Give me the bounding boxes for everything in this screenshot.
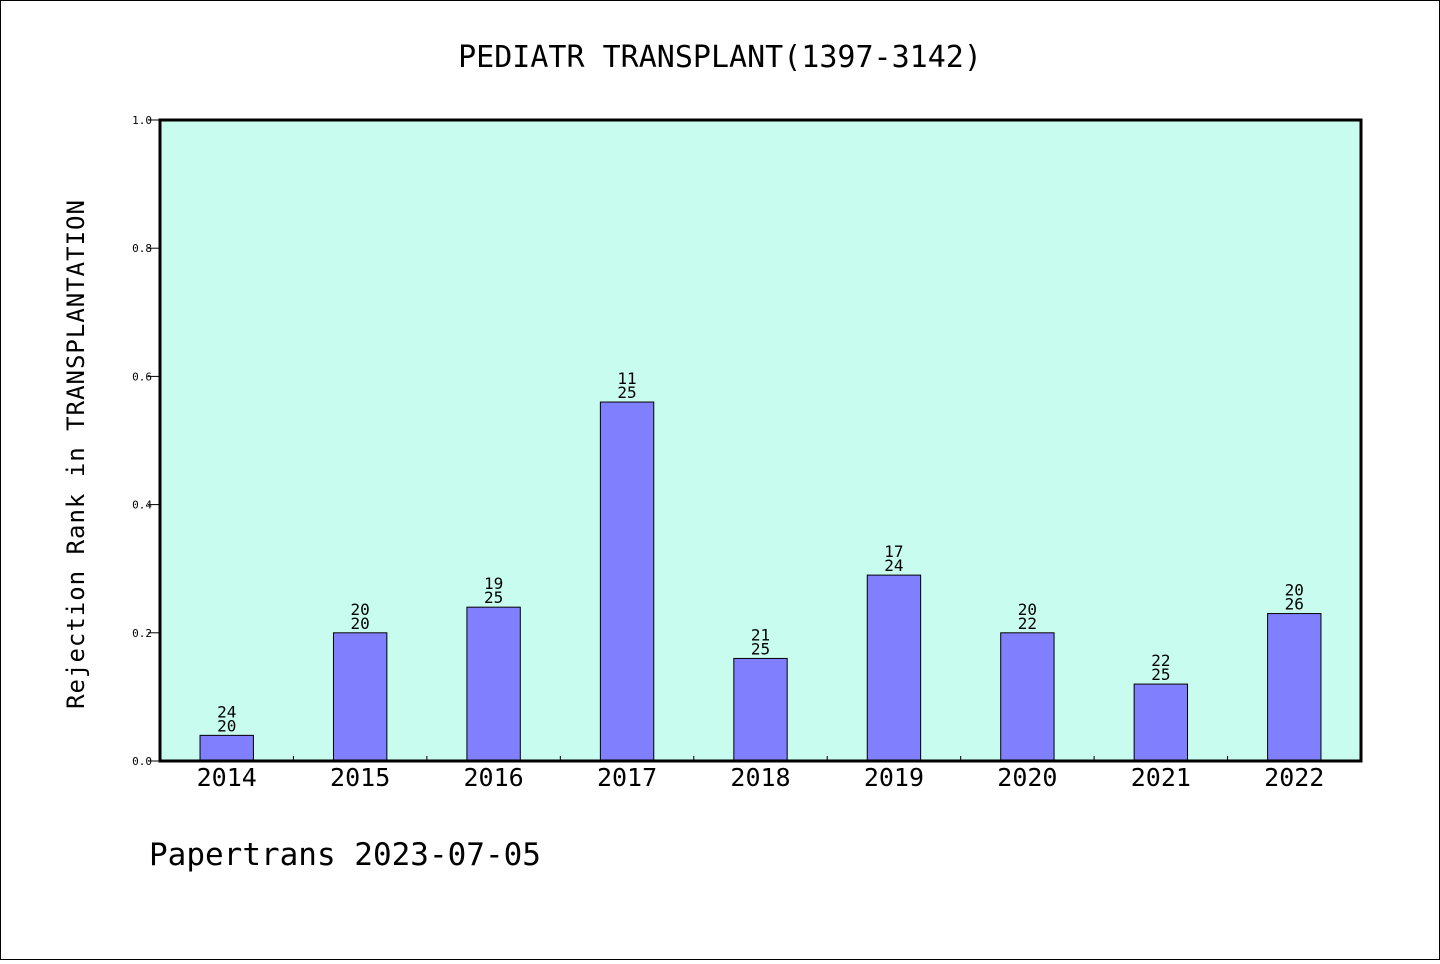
bar-2019 (866, 574, 922, 762)
bar-2018 (733, 657, 788, 762)
bar-label-bottom-2020: 22 (1018, 614, 1037, 633)
x-tick-label-2020: 2020 (997, 763, 1057, 792)
bar-2015 (332, 632, 388, 762)
y-axis-ticks: 0.0 0.2 0.4 0.6 0.8 1.0 (132, 114, 160, 768)
bar-label-bottom-2019: 24 (884, 556, 903, 575)
plot-frame (158, 118, 1363, 763)
bar-label-top-2022: 20 (1285, 581, 1304, 600)
bar-label-top-2015: 20 (351, 600, 370, 619)
bar-label-top-2020: 20 (1018, 600, 1037, 619)
x-axis-ticks: 2014 2015 2016 2017 2018 2019 2020 2021 2022 (197, 756, 1324, 792)
bar-label-top-2021: 22 (1151, 651, 1170, 670)
x-tick-label-2022: 2022 (1264, 763, 1324, 792)
y-tick-label: 0.2 (132, 627, 152, 640)
bar-2020 (1000, 632, 1055, 762)
y-tick-label: 0.8 (132, 242, 152, 255)
x-tick-label-2021: 2021 (1131, 763, 1191, 792)
bar-label-bottom-2017: 25 (617, 383, 636, 402)
y-tick-label: 0.0 (132, 755, 152, 768)
bar-2017 (599, 401, 655, 762)
y-tick-label: 0.4 (132, 499, 152, 512)
bar-label-top-2019: 17 (884, 542, 903, 561)
bar-label-bottom-2018: 25 (751, 639, 770, 658)
bar-label-bottom-2016: 25 (484, 588, 503, 607)
bar-label-bottom-2022: 26 (1285, 595, 1304, 614)
x-tick-label-2015: 2015 (330, 763, 390, 792)
bar-label-top-2014: 24 (217, 702, 236, 721)
bar-label-top-2017: 11 (617, 369, 636, 388)
bar-label-top-2018: 21 (751, 625, 770, 644)
bar-label-top-2016: 19 (484, 574, 503, 593)
x-tick-label-2016: 2016 (464, 763, 524, 792)
x-tick-label-2019: 2019 (864, 763, 924, 792)
bar-2021 (1133, 683, 1189, 762)
bar-label-bottom-2021: 25 (1151, 665, 1170, 684)
y-tick-label: 0.6 (132, 370, 152, 383)
bar-2014 (199, 734, 254, 762)
x-tick-label-2017: 2017 (597, 763, 657, 792)
bar-label-bottom-2015: 20 (351, 614, 370, 633)
x-tick-label-2014: 2014 (197, 763, 257, 792)
y-axis-label: Rejection Rank in TRANSPLANTATION (62, 199, 90, 709)
bar-2016 (466, 606, 521, 762)
bar-label-bottom-2014: 20 (217, 716, 236, 735)
footer-watermark: Papertrans 2023-07-05 (149, 837, 541, 873)
chart-title: PEDIATR TRANSPLANT(1397-3142) (458, 40, 982, 75)
y-tick-label: 1.0 (132, 114, 152, 127)
bars-layer (199, 401, 1322, 762)
x-tick-label-2018: 2018 (730, 763, 790, 792)
bar-2022 (1267, 613, 1322, 762)
